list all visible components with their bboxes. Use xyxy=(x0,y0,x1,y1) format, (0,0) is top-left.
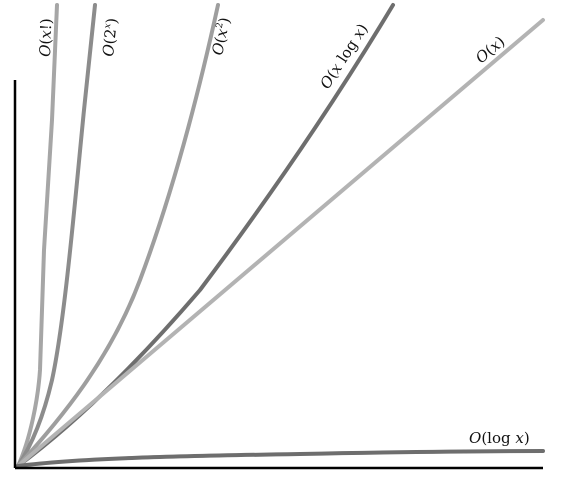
curve-logarithmic xyxy=(16,449,545,468)
curve-linear xyxy=(16,18,545,468)
label-linear: O(x) xyxy=(472,32,508,67)
label-logarithmic: O(log x) xyxy=(469,429,530,447)
curve-quadratic xyxy=(16,3,220,468)
curve-exponential xyxy=(16,3,97,468)
curve-factorial xyxy=(16,3,59,468)
label-factorial: O(x!) xyxy=(36,18,55,57)
label-quadratic: O(x2) xyxy=(208,16,234,57)
label-exponential: O(2x) xyxy=(99,17,121,57)
